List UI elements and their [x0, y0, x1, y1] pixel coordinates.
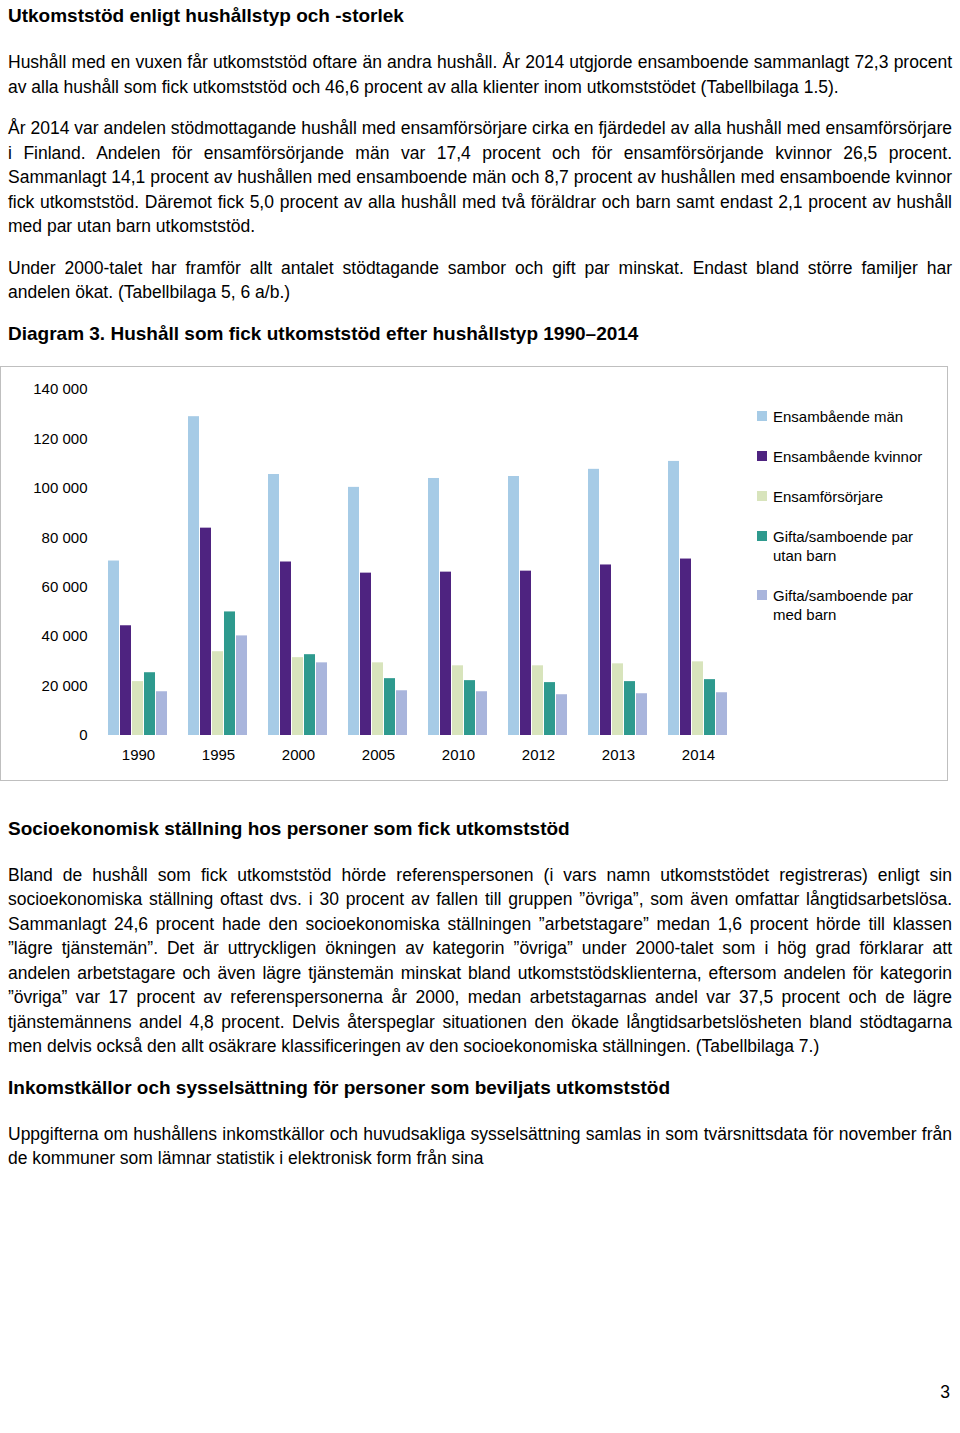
svg-text:20 000: 20 000 — [42, 676, 88, 693]
html-text:Ensambående kvinnor: Ensambående kvinnor — [773, 447, 923, 465]
html-text:Ensamförsörjare: Ensamförsörjare — [773, 487, 883, 505]
html-text:3: 3 — [940, 1382, 950, 1402]
svg-text:1990: 1990 — [122, 746, 155, 763]
html-text:Bland de hushåll som fick utko: Bland de hushåll som fick utkomststöd hö… — [8, 864, 952, 1056]
svg-text:2013: 2013 — [602, 746, 635, 763]
html-text:Diagram 3. Hushåll som fick ut: Diagram 3. Hushåll som fick utkomststöd … — [8, 322, 639, 344]
svg-text:100 000: 100 000 — [33, 479, 87, 496]
svg-text:140 000: 140 000 — [33, 380, 87, 397]
svg-text:2014: 2014 — [682, 746, 715, 763]
svg-text:2010: 2010 — [442, 746, 475, 763]
svg-text:40 000: 40 000 — [42, 627, 88, 644]
html-text:Inkomstkällor och sysselsättni: Inkomstkällor och sysselsättning för per… — [8, 1076, 670, 1098]
html-text:Hushåll med en vuxen får utkom: Hushåll med en vuxen får utkomststöd oft… — [8, 52, 952, 97]
svg-text:120 000: 120 000 — [33, 429, 87, 446]
svg-text:2000: 2000 — [282, 746, 315, 763]
svg-text:2012: 2012 — [522, 746, 555, 763]
svg-text:80 000: 80 000 — [42, 528, 88, 545]
html-text:Under 2000-talet har framför a: Under 2000-talet har framför allt antale… — [8, 257, 952, 302]
svg-text:1995: 1995 — [202, 746, 235, 763]
svg-text:2005: 2005 — [362, 746, 395, 763]
html-text:Utkomststöd enligt hushållstyp: Utkomststöd enligt hushållstyp och -stor… — [8, 5, 404, 26]
html-text:Socioekonomisk ställning hos p: Socioekonomisk ställning hos personer so… — [8, 817, 570, 839]
html-text:Gifta/samboende par utan barn: Gifta/samboende par utan barn — [773, 527, 914, 564]
svg-text:0: 0 — [79, 726, 87, 743]
html-text:År 2014 var andelen stödmottag: År 2014 var andelen stödmottagande hushå… — [8, 118, 952, 236]
html-text:Uppgifterna om hushållens inko: Uppgifterna om hushållens inkomstkällor … — [8, 1123, 952, 1168]
html-text:Gifta/samboende par med barn: Gifta/samboende par med barn — [773, 586, 914, 623]
svg-text:60 000: 60 000 — [42, 578, 88, 595]
html-text:Ensambående män: Ensambående män — [773, 407, 904, 425]
